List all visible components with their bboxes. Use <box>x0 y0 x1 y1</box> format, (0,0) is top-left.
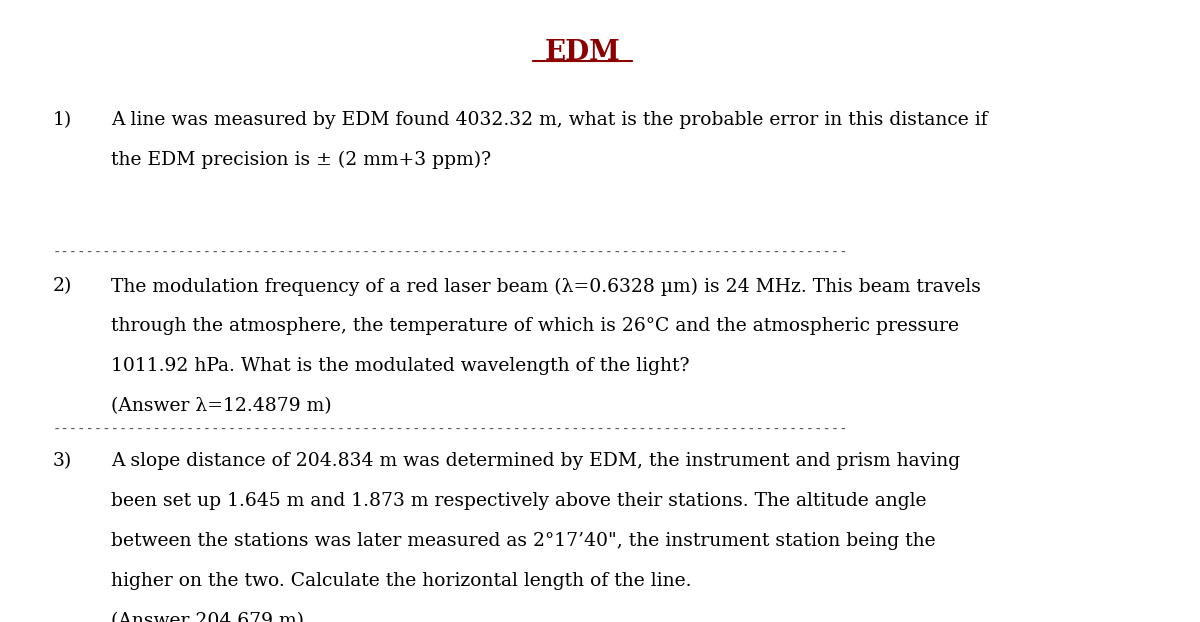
Text: --------------------------------------------------------------------------------: ----------------------------------------… <box>53 423 848 437</box>
Text: (Answer 204.679 m): (Answer 204.679 m) <box>110 612 304 622</box>
Text: the EDM precision is ± (2 mm+3 ppm)?: the EDM precision is ± (2 mm+3 ppm)? <box>110 151 491 169</box>
Text: 2): 2) <box>53 277 72 295</box>
Text: been set up 1.645 m and 1.873 m respectively above their stations. The altitude : been set up 1.645 m and 1.873 m respecti… <box>110 492 926 510</box>
Text: EDM: EDM <box>545 39 620 66</box>
Text: through the atmosphere, the temperature of which is 26°C and the atmospheric pre: through the atmosphere, the temperature … <box>110 317 959 335</box>
Text: between the stations was later measured as 2°17’40", the instrument station bein: between the stations was later measured … <box>110 532 935 550</box>
Text: A line was measured by EDM found 4032.32 m, what is the probable error in this d: A line was measured by EDM found 4032.32… <box>110 111 988 129</box>
Text: higher on the two. Calculate the horizontal length of the line.: higher on the two. Calculate the horizon… <box>110 572 691 590</box>
Text: The modulation frequency of a red laser beam (λ=0.6328 µm) is 24 MHz. This beam : The modulation frequency of a red laser … <box>110 277 980 295</box>
Text: --------------------------------------------------------------------------------: ----------------------------------------… <box>53 245 848 259</box>
Text: 3): 3) <box>53 452 72 470</box>
Text: (Answer λ=12.4879 m): (Answer λ=12.4879 m) <box>110 397 331 415</box>
Text: A slope distance of 204.834 m was determined by EDM, the instrument and prism ha: A slope distance of 204.834 m was determ… <box>110 452 960 470</box>
Text: 1): 1) <box>53 111 72 129</box>
Text: 1011.92 hPa. What is the modulated wavelength of the light?: 1011.92 hPa. What is the modulated wavel… <box>110 357 689 375</box>
